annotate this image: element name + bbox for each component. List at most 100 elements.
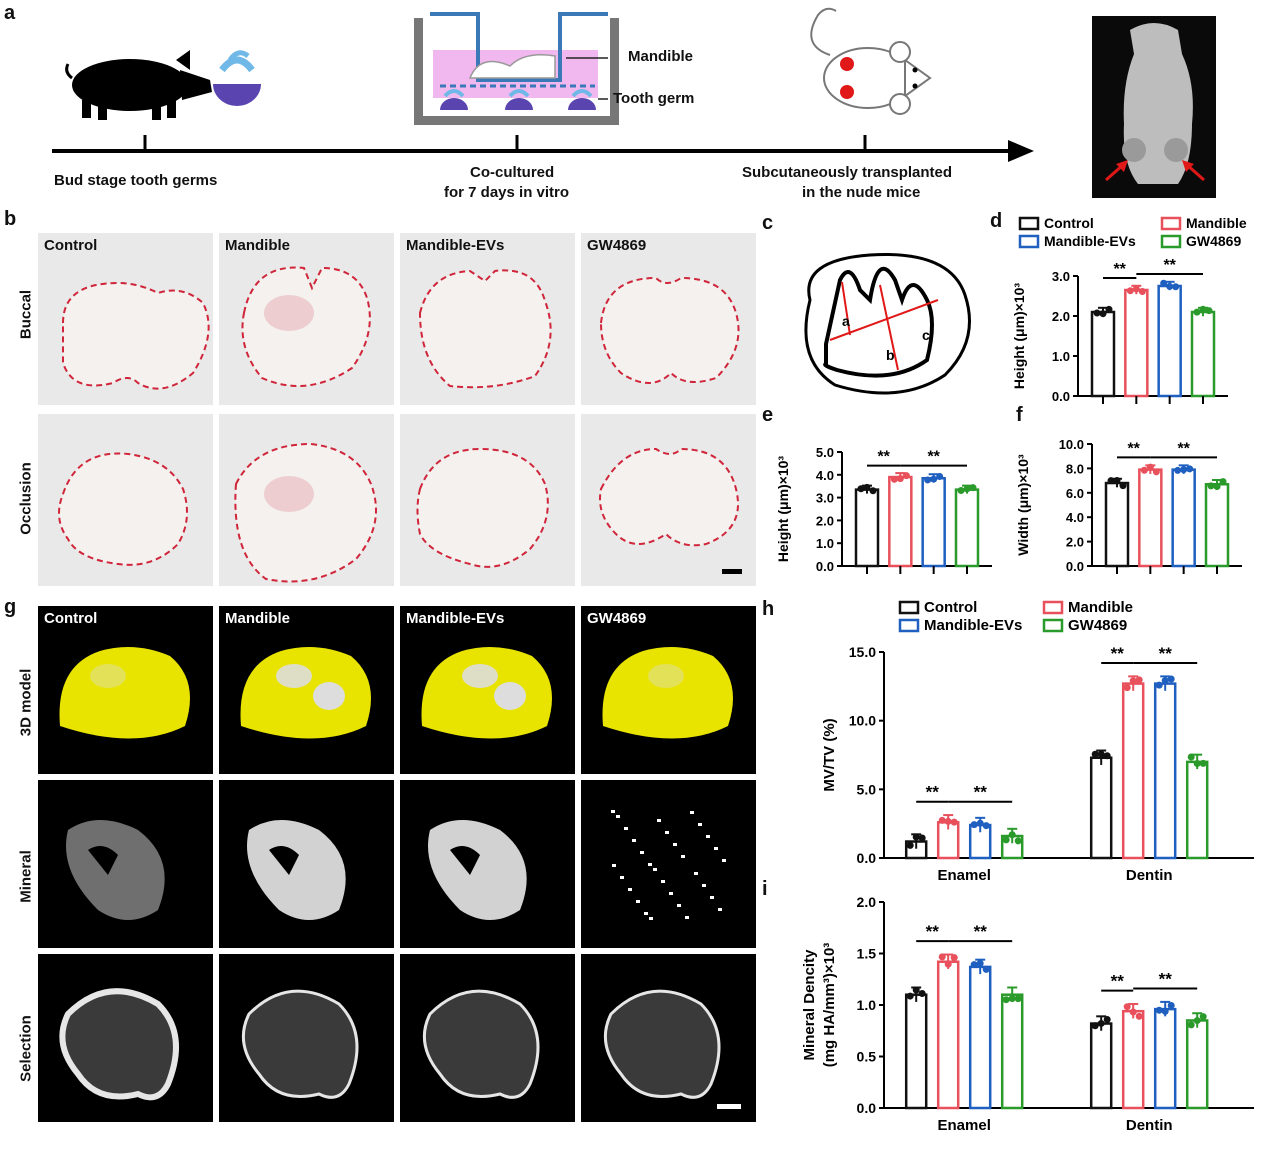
column-title-control: Control [44,237,98,254]
image-mineral-gw4869 [581,780,756,948]
data-point [1213,483,1221,491]
data-point [1093,309,1101,317]
data-point [1161,1007,1169,1015]
legend-item-control: Control [924,599,977,616]
data-point [1193,308,1201,316]
data-point [1103,752,1111,760]
scale-bar [717,1104,741,1109]
y-tick-label: 10.0 [1059,437,1084,452]
legend-swatch-mandible [1042,600,1064,615]
bar-gw4869 [1190,310,1216,398]
data-point [1172,283,1180,291]
y-tick-label: 3.0 [1052,269,1070,284]
image-selection-mandible [219,954,394,1122]
mouse-icon [810,7,932,115]
significance-label: ** [927,449,940,466]
legend-item-mandible-evs: Mandible-EVs [924,617,1022,634]
bar-gw4869 [954,488,980,568]
y-tick-label: 1.0 [857,997,877,1013]
data-point [1107,477,1115,485]
data-point [1091,750,1099,758]
data-point [1014,837,1022,845]
micro-ct-render [422,989,540,1099]
data-point [1193,1017,1201,1025]
legend-swatch-gw4869 [1042,618,1064,633]
y-tick-label: 4.0 [816,468,834,483]
legend-swatch-mandible-evs [1018,234,1040,249]
bar-mandible [1124,288,1149,398]
chart-d: 0.0 1.0 2.0 3.0 Height (μm)×10³ ** ** Control Ma… [1011,215,1247,404]
panel-label-a: a [4,2,16,24]
data-point [982,822,990,830]
image-3d-model-control: Control [38,606,213,774]
significance-label: ** [1159,970,1173,989]
micro-ct-render [603,989,741,1109]
y-tick-label: 5.0 [816,445,834,460]
data-point [957,487,965,495]
data-point [918,834,926,842]
nude-mouse-photo [1092,16,1216,198]
tooth-germ-outline [599,447,739,547]
significance-label: ** [1111,972,1125,991]
chart-h: 0.0 5.0 10.0 15.0 MV/TV (%) Enamel Dentin ** ** *… [821,599,1254,884]
bar-control [1090,310,1116,398]
photo-buccal-mandible: Mandible [219,233,394,405]
y-tick-label: 10.0 [849,713,876,729]
column-title-mandible: Mandible [225,610,291,627]
micro-ct-render [59,988,179,1101]
data-point [1207,482,1215,490]
data-point [902,472,910,480]
legend-item-control: Control [1044,215,1094,231]
data-point [1123,1003,1131,1011]
data-point [944,817,952,825]
data-point [970,961,978,969]
bar-control-dentin [1089,756,1113,860]
data-point [936,472,944,480]
bar-mandible-evs-dentin [1153,1007,1177,1110]
significance-label: ** [1159,644,1173,663]
step-transplant-l2: in the nude mice [802,184,921,201]
data-point [1205,307,1213,315]
data-point [1097,1019,1105,1027]
bar-mandible-evs [1157,284,1182,398]
bar-control [854,488,880,568]
data-point [1008,995,1016,1003]
data-point [1099,310,1107,318]
data-point [1008,831,1016,839]
significance-label: ** [1111,644,1125,663]
y-tick-label: 1.0 [816,536,834,551]
y-tick-label: 0.0 [1066,559,1084,574]
image-3d-model-gw4869: GW4869 [581,606,756,774]
significance-label: ** [926,922,940,941]
data-point [1152,468,1160,476]
timeline-arrowhead [1008,140,1034,162]
legend-item-mandible-evs: Mandible-EVs [1044,233,1136,249]
mandible-label: Mandible [628,48,694,65]
column-title-mandible: Mandible [225,237,291,254]
y-axis-label: MV/TV (%) [821,718,838,791]
data-point [1186,465,1194,473]
data-point [1014,995,1022,1003]
data-point [863,483,871,491]
bar-gw4869-dentin [1185,760,1209,860]
image-selection-mandible-evs [400,954,575,1122]
tooth-germ-outline [418,269,552,389]
micro-ct-render [611,810,726,920]
data-point [1219,478,1227,486]
panel-label-b: b [4,208,17,230]
bar-gw4869-enamel [1000,993,1024,1110]
data-point [1187,1021,1195,1029]
y-tick-label: 0.0 [816,559,834,574]
y-tick-label: 4.0 [1066,510,1084,525]
chart-f: 0.0 2.0 4.0 6.0 8.0 10.0 Width (μm)×10³ ** ** [1015,437,1242,574]
data-point [1187,753,1195,761]
data-point [982,965,990,973]
photo-buccal-control: Control [38,233,213,405]
bar-gw4869 [1204,483,1230,568]
panel-label-d: d [990,210,1003,232]
y-tick-label: 2.0 [816,513,834,528]
tooth-germ-outline [416,447,549,568]
bar-mandible [888,475,913,568]
data-point [906,841,914,849]
row-label-mineral: Mineral [17,850,35,903]
